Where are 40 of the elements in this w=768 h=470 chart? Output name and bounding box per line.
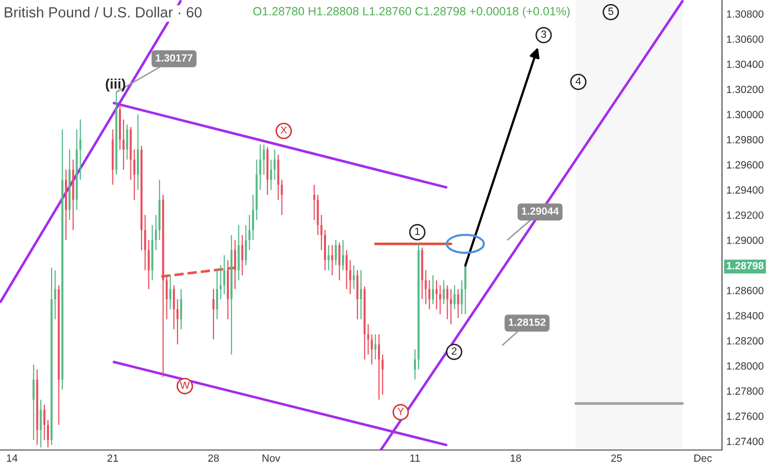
annotation: 1.28152: [508, 318, 546, 326]
annotation: 1: [415, 228, 420, 235]
y-tick-label: 1.29000: [726, 236, 764, 244]
chart-title: British Pound / U.S. Dollar · 60: [4, 6, 202, 18]
annotation: 1.29044: [522, 207, 559, 215]
annotation: 5: [608, 8, 614, 15]
x-tick-label: Nov: [262, 454, 280, 462]
x-tick-label: 18: [510, 454, 522, 462]
annotation: 2: [452, 347, 457, 355]
y-tick-label: 1.28400: [726, 312, 764, 320]
x-tick-label: Dec: [694, 454, 712, 462]
x-tick-label: 14: [6, 454, 18, 462]
x-tick-label: 25: [611, 454, 622, 462]
x-tick-label: 21: [107, 454, 118, 462]
y-tick-label: 1.30400: [726, 60, 764, 68]
y-tick-label: 1.30200: [726, 86, 764, 94]
y-tick-label: 1.27400: [726, 438, 764, 446]
y-tick-label: 1.28000: [726, 362, 764, 370]
y-tick-label: 1.29600: [726, 161, 764, 169]
annotation: (iii): [106, 78, 126, 92]
y-tick-label: 1.29800: [726, 136, 764, 144]
y-tick-label: 1.28200: [726, 337, 764, 345]
annotation: 4: [576, 77, 581, 85]
text: O1.28780 H1.28808 L1.28760 C1.28798 +0.00018 (+0.01%): [253, 6, 570, 18]
annotation: Y: [397, 408, 404, 415]
y-tick-label: 1.30600: [726, 35, 764, 43]
y-tick-label: 1.30000: [726, 110, 764, 118]
y-tick-label: 1.27600: [726, 412, 764, 420]
annotation: 3: [541, 30, 546, 38]
x-tick-label: 28: [208, 454, 219, 462]
y-tick-label: 1.28600: [726, 286, 764, 294]
annotation: W: [180, 382, 190, 389]
y-tick-label: 1.30800: [726, 10, 764, 18]
y-tick-label: 1.27800: [726, 387, 764, 395]
annotation: 1.30177: [156, 54, 192, 62]
y-tick-label: 1.29200: [726, 211, 764, 219]
annotation: X: [280, 126, 287, 134]
y-tick-label: 1.29400: [726, 186, 764, 194]
x-tick-label: 11: [410, 454, 420, 462]
y-tick-label: 1.28798: [726, 262, 764, 270]
